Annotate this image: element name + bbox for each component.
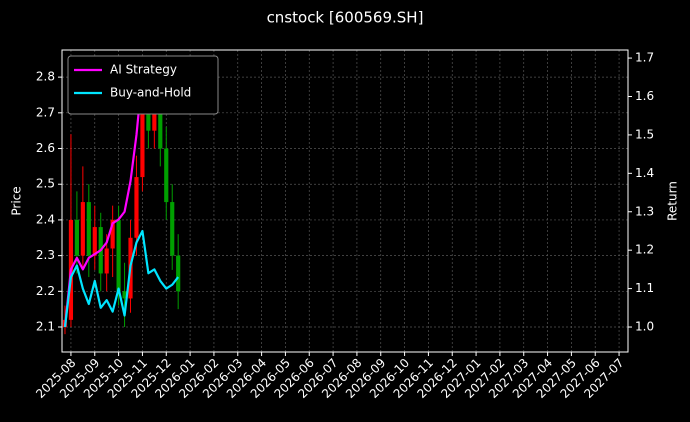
y2-axis-label: Return [666,181,680,221]
y-tick-label: 2.7 [36,105,55,119]
legend-label: AI Strategy [110,63,177,77]
y2-tick-label: 1.5 [635,127,654,141]
y-tick-label: 2.1 [36,320,55,334]
y2-tick-label: 1.4 [635,166,654,180]
y2-tick-label: 1.3 [635,204,654,218]
y-tick-label: 2.4 [36,212,55,226]
y2-tick-label: 1.7 [635,51,654,65]
y-tick-label: 2.8 [36,70,55,84]
candle-body [164,148,169,203]
y2-tick-label: 1.6 [635,89,654,103]
candle-body [170,202,175,256]
candle-body [86,202,91,256]
plot-frame [61,49,629,353]
candle-body [116,219,121,292]
candle-body [104,248,109,274]
candle-body [122,291,127,299]
y2-tick-label: 1.1 [635,281,654,295]
y-tick-label: 2.5 [36,177,55,191]
y2-tick-label: 1.2 [635,243,654,257]
y-tick-label: 2.2 [36,284,55,298]
candle-body [92,227,97,256]
y-tick-label: 2.3 [36,248,55,262]
y-axis-label: Price [10,186,24,215]
legend-box [67,55,219,115]
legend-label: Buy-and-Hold [110,86,191,100]
candle-body [110,219,115,249]
series-line [63,229,180,328]
candle-body [74,219,79,256]
candle-body [140,84,145,178]
y-tick-label: 2.6 [36,141,55,155]
candle-body [80,202,85,256]
y2-tick-label: 1.0 [635,320,654,334]
chart-title: cnstock [600569.SH] [267,9,424,27]
candle-body [176,255,181,292]
candle-body [134,177,139,238]
